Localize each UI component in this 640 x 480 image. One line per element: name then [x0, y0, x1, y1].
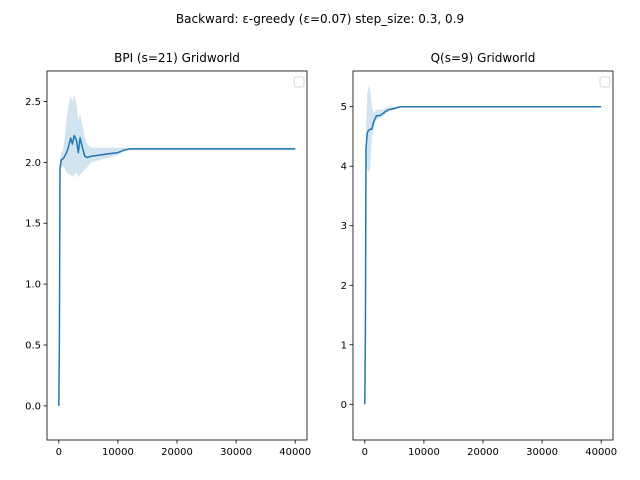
right-xtick-label: 30000 [526, 447, 558, 458]
right-subplot-title: Q(s=9) Gridworld [431, 51, 536, 65]
left-confidence-band [58, 95, 296, 406]
right-legend [599, 76, 611, 88]
left-axes-frame [46, 70, 308, 441]
left-xtick-label: 30000 [220, 447, 252, 458]
left-xtick-label: 40000 [279, 447, 311, 458]
left-ytick-label: 1.0 [25, 280, 41, 291]
left-subplot-title: BPI (s=21) Gridworld [114, 51, 240, 65]
right-xtick-label: 10000 [408, 447, 440, 458]
right-ytick-label: 4 [341, 162, 347, 173]
left-ytick-label: 1.5 [25, 219, 41, 230]
left-ytick-label: 2.5 [25, 97, 41, 108]
left-xtick-label: 0 [56, 447, 62, 458]
right-ytick-label: 3 [341, 221, 347, 232]
left-xtick-label: 20000 [161, 447, 193, 458]
left-series-line [58, 134, 296, 406]
left-ytick-label: 2.0 [25, 158, 41, 169]
right-ytick-label: 1 [341, 340, 347, 351]
right-ytick-label: 2 [341, 281, 347, 292]
left-legend [293, 76, 305, 88]
left-ytick-label: 0.5 [25, 341, 41, 352]
right-series-line [364, 105, 602, 405]
right-subplot: Q(s=9) Gridworld 0 10000 20000 30000 40000 0 1… [341, 51, 617, 458]
right-xtick-label: 40000 [585, 447, 617, 458]
right-confidence-band [364, 85, 602, 405]
left-subplot: BPI (s=21) Gridworld 0 10000 20000 30000 400… [25, 51, 311, 458]
left-ytick-label: 0.0 [25, 401, 41, 412]
right-ytick-label: 5 [341, 102, 347, 113]
right-ytick-label: 0 [341, 400, 347, 411]
left-xtick-label: 10000 [102, 447, 134, 458]
figure-suptitle: Backward: ε-greedy (ε=0.07) step_size: 0… [176, 12, 464, 26]
right-axes-frame [352, 70, 614, 441]
right-xtick-label: 20000 [467, 447, 499, 458]
right-xtick-label: 0 [362, 447, 368, 458]
